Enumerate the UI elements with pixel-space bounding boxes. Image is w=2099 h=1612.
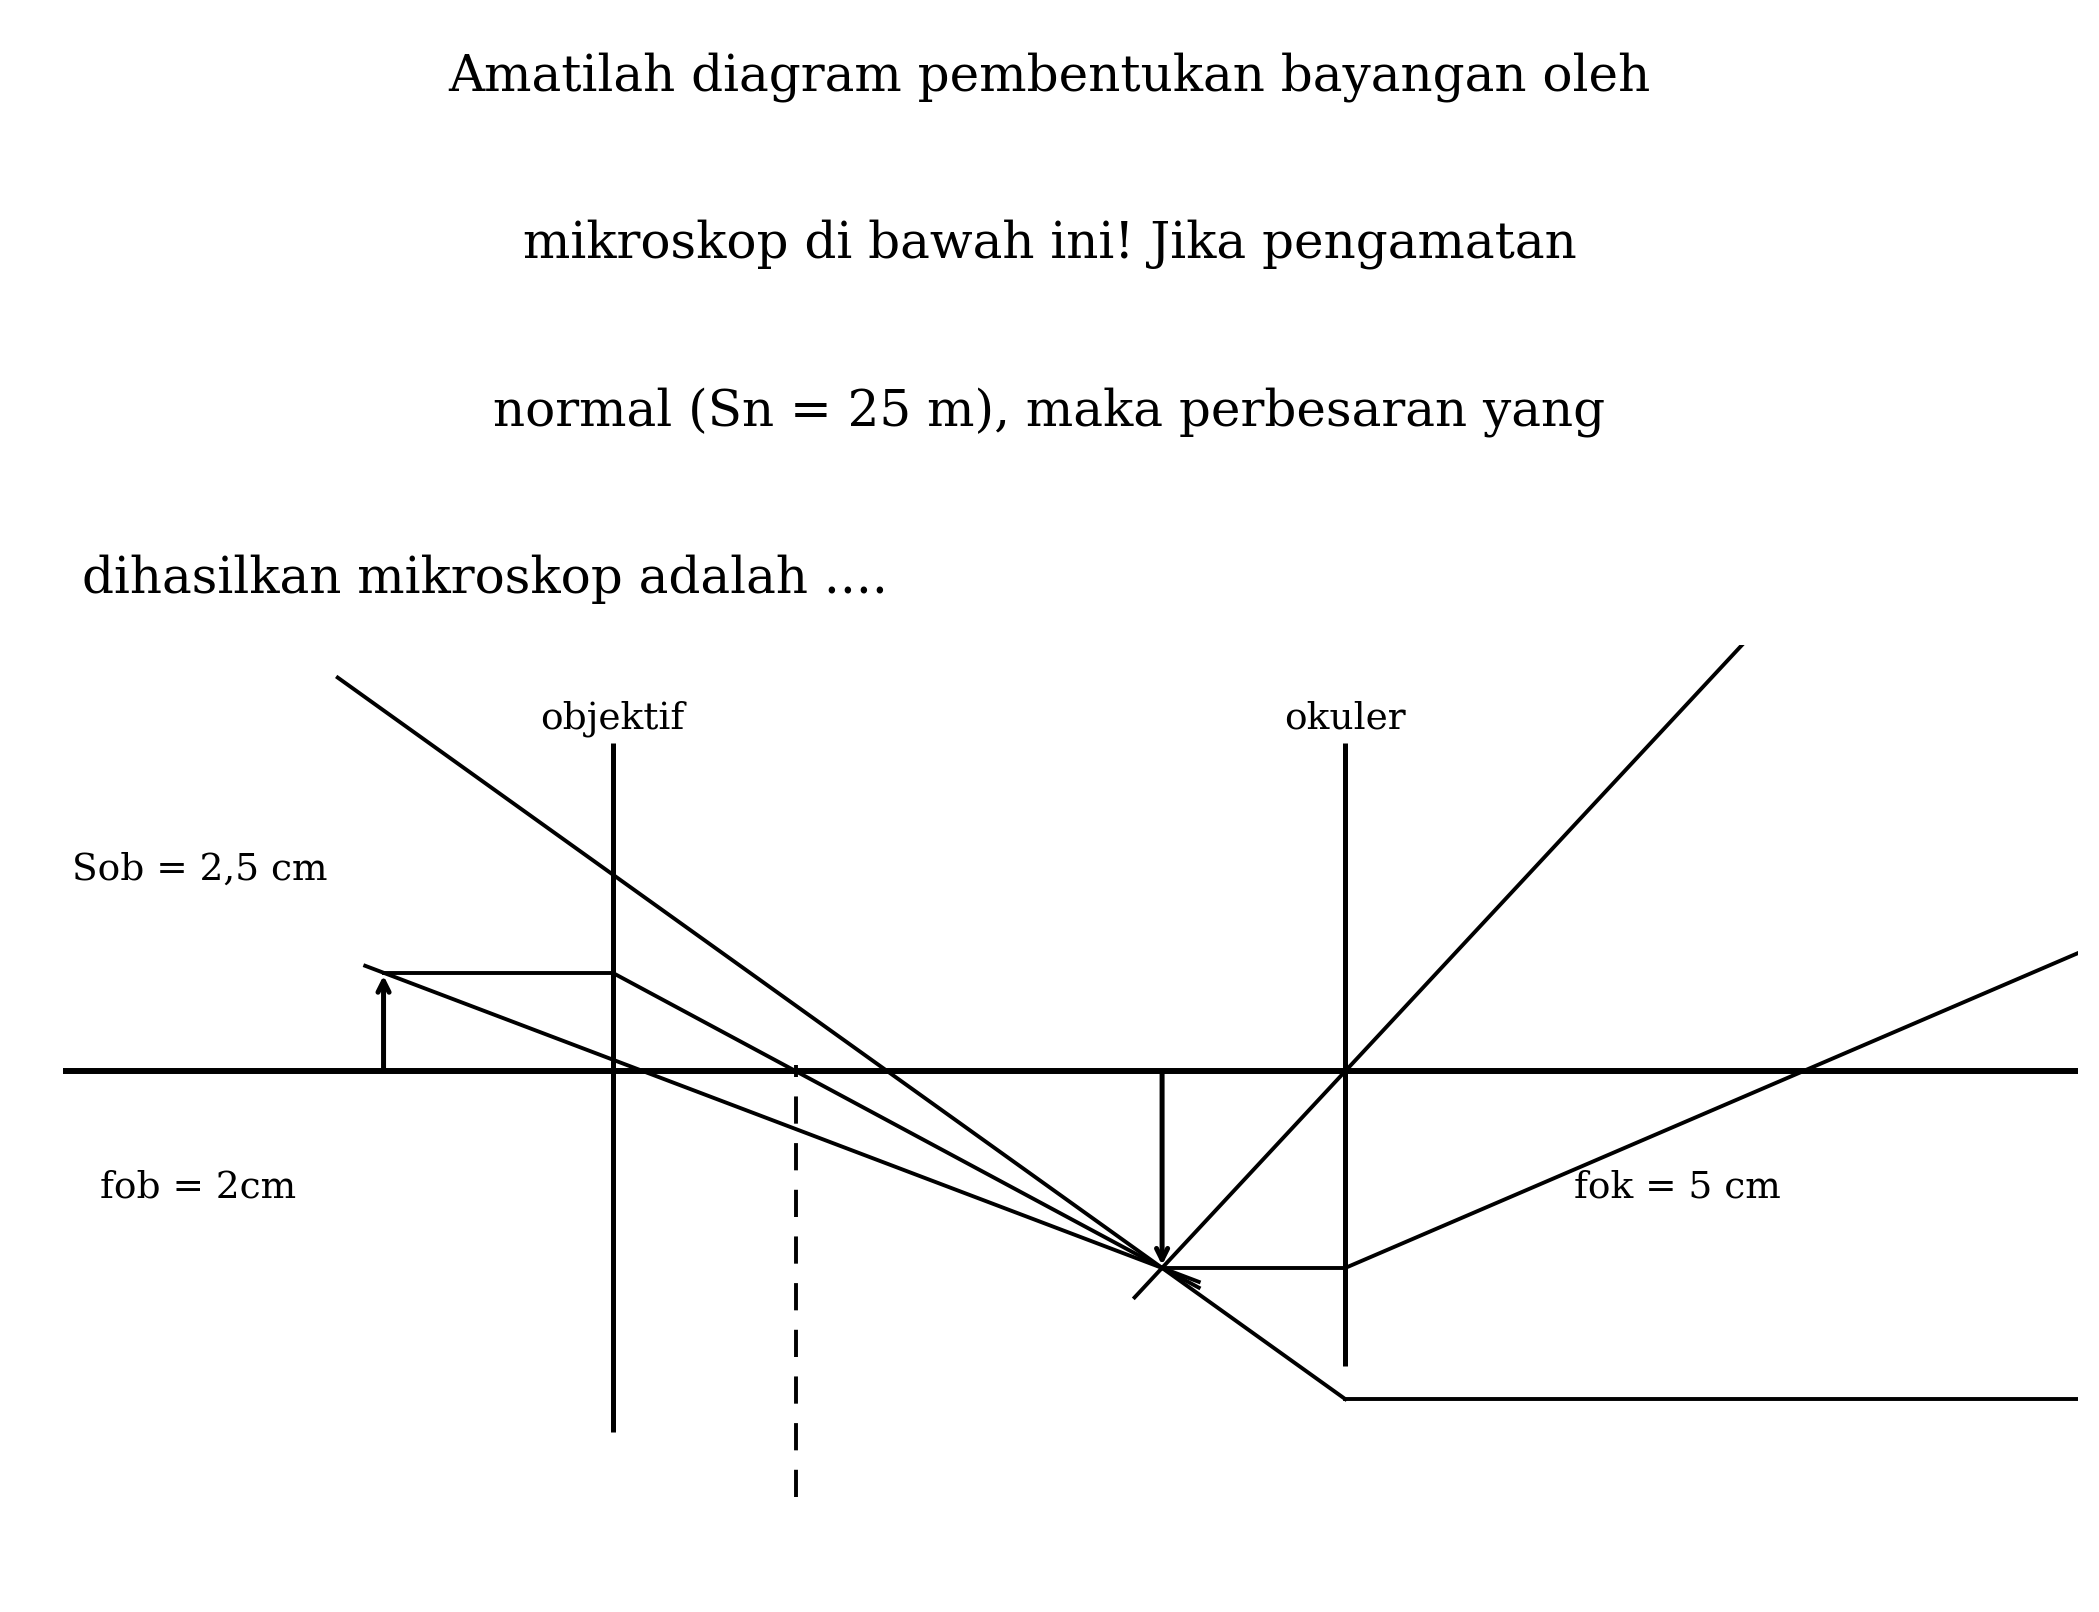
Text: dihasilkan mikroskop adalah ....: dihasilkan mikroskop adalah ....: [82, 555, 888, 604]
Text: Sob = 2,5 cm: Sob = 2,5 cm: [71, 851, 327, 888]
Text: Amatilah diagram pembentukan bayangan oleh: Amatilah diagram pembentukan bayangan ol…: [449, 52, 1650, 102]
Text: fob = 2cm: fob = 2cm: [99, 1170, 296, 1206]
Text: normal (Sn = 25 m), maka perbesaran yang: normal (Sn = 25 m), maka perbesaran yang: [493, 387, 1606, 437]
Text: okuler: okuler: [1285, 701, 1406, 737]
Text: fok = 5 cm: fok = 5 cm: [1574, 1170, 1780, 1206]
Text: objektif: objektif: [539, 700, 684, 737]
Text: mikroskop di bawah ini! Jika pengamatan: mikroskop di bawah ini! Jika pengamatan: [523, 219, 1576, 269]
